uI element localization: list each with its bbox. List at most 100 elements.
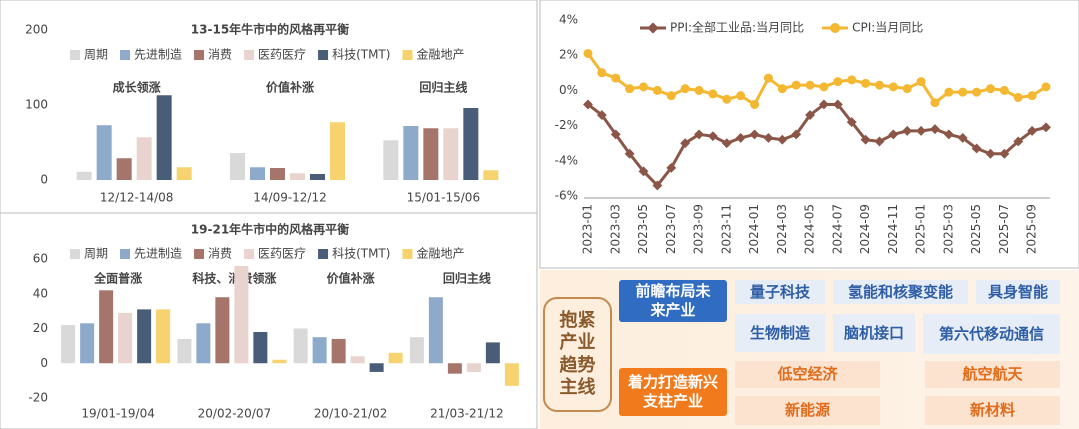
marker [639, 82, 649, 92]
x-tick-label: 2023-09 [692, 204, 706, 254]
bar [350, 356, 365, 364]
bar [504, 363, 519, 386]
marker [861, 78, 871, 88]
marker [1013, 136, 1024, 147]
legend-swatch [318, 50, 329, 60]
x-tick-label: 14/09-12/12 [253, 191, 327, 205]
marker [930, 124, 940, 135]
y-tick-label: 200 [25, 23, 48, 37]
marker [805, 80, 815, 90]
bar [272, 359, 287, 364]
marker [666, 91, 676, 101]
marker [708, 89, 718, 99]
legend-swatch [402, 249, 413, 259]
marker [707, 131, 718, 142]
y-tick-label: 2% [559, 48, 578, 62]
marker [611, 73, 621, 83]
x-tick-label: 2023-11 [719, 204, 733, 254]
x-tick-label: 2023-03 [608, 204, 622, 254]
x-tick-label: 2025-07 [997, 204, 1011, 254]
y-tick-label: 0 [40, 356, 48, 370]
bar [312, 337, 327, 364]
legend-label: 先进制造 [134, 48, 182, 62]
legend-swatch [244, 249, 255, 259]
marker [625, 84, 635, 94]
group-box: 着力打造新兴支柱产业 [619, 368, 727, 416]
bar [331, 338, 346, 364]
item: 航空航天 [925, 361, 1060, 388]
legend-label: CPI:当月同比 [852, 21, 923, 35]
legend-label: 医药医疗 [258, 247, 306, 261]
legend-swatch [318, 249, 329, 259]
annotation: 价值补涨 [327, 271, 375, 286]
bar [136, 137, 152, 180]
legend-swatch [70, 50, 80, 60]
marker [694, 129, 704, 140]
marker [777, 84, 787, 94]
legend-label: 金融地产 [416, 246, 464, 261]
marker [736, 91, 746, 101]
bar [485, 342, 500, 364]
bar [177, 338, 192, 364]
legend-swatch [402, 50, 413, 60]
bar [466, 363, 481, 372]
marker [680, 84, 690, 94]
y-tick-label: 4% [559, 13, 578, 27]
marker [597, 68, 607, 78]
marker [985, 148, 996, 159]
item: 新能源 [735, 396, 880, 425]
marker [610, 129, 621, 140]
marker [958, 87, 968, 97]
chart-title: 19-21年牛市中的风格再平衡 [191, 222, 349, 237]
group-box: 前瞻布局未来产业 [619, 280, 727, 322]
legend-swatch [194, 249, 205, 259]
marker [694, 85, 704, 95]
marker [1013, 92, 1023, 102]
legend-label: 先进制造 [134, 247, 182, 261]
bar [137, 309, 152, 364]
marker [888, 82, 898, 92]
bar [423, 128, 439, 180]
bar [330, 122, 345, 180]
marker [652, 180, 663, 191]
bar [428, 297, 443, 364]
legend-swatch [194, 50, 205, 60]
legend-label: 医药医疗 [258, 48, 306, 62]
bar [196, 323, 211, 364]
y-tick-label: -4% [555, 153, 578, 167]
y-tick-label: -20 [28, 391, 48, 405]
marker [791, 80, 801, 90]
marker [805, 110, 816, 120]
marker [847, 75, 857, 85]
marker [777, 134, 788, 145]
x-tick-label: 2024-03 [775, 204, 789, 254]
marker [833, 77, 843, 87]
bar [369, 363, 384, 372]
marker [971, 143, 982, 154]
item: 新材料 [925, 396, 1060, 425]
line [587, 102, 1047, 188]
marker [860, 134, 871, 145]
marker [763, 73, 773, 83]
marker [916, 125, 927, 136]
x-tick-label: 2024-05 [803, 204, 817, 254]
x-tick-label: 2023-05 [636, 204, 650, 254]
bar [156, 309, 171, 364]
bar [310, 174, 325, 180]
x-tick-label: 19/01-19/04 [81, 407, 155, 421]
bar [61, 325, 76, 364]
marker [999, 148, 1010, 159]
marker [1041, 122, 1051, 133]
marker [596, 110, 607, 120]
x-tick-label: 2023-01 [581, 204, 595, 254]
marker [735, 132, 746, 143]
legend-label: 消费 [208, 247, 232, 261]
marker [791, 129, 802, 140]
marker [957, 132, 968, 143]
y-tick-label: 40 [33, 286, 48, 300]
bar [463, 108, 479, 180]
right-panel [539, 0, 1079, 269]
item: 具身智能 [976, 280, 1060, 304]
marker [832, 99, 843, 110]
bar [230, 153, 245, 180]
